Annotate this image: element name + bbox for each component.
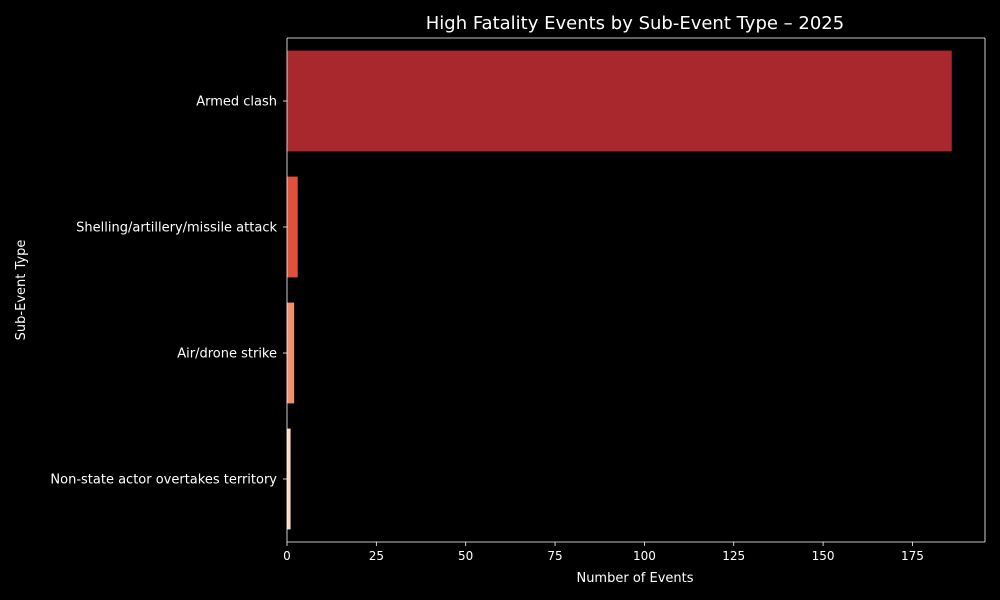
y-tick-label: Air/drone strike xyxy=(177,347,277,362)
axes-spines xyxy=(286,37,986,543)
bars-group xyxy=(287,50,952,530)
x-tick-label: 100 xyxy=(633,549,656,563)
x-tick-label: 50 xyxy=(458,549,473,563)
x-ticks-group: 0 25 50 75 100 125 150 175 xyxy=(283,542,924,563)
bar xyxy=(287,302,295,404)
bar xyxy=(287,176,298,278)
x-tick-label: 25 xyxy=(369,549,384,563)
x-tick-label: 75 xyxy=(547,549,562,563)
y-tick-label: Armed clash xyxy=(196,95,277,110)
x-tick-label: 0 xyxy=(283,549,291,563)
y-ticks-group: Armed clash Shelling/artillery/missile at… xyxy=(50,95,287,488)
x-tick-label: 175 xyxy=(901,549,924,563)
x-tick-label: 125 xyxy=(722,549,745,563)
x-tick-label: 150 xyxy=(812,549,835,563)
bar xyxy=(287,428,291,530)
y-tick-label: Shelling/artillery/missile attack xyxy=(76,221,277,236)
y-axis-label: Sub-Event Type xyxy=(14,240,29,341)
x-axis-label: Number of Events xyxy=(576,571,693,586)
bar xyxy=(287,50,952,152)
y-tick-label: Non-state actor overtakes territory xyxy=(50,473,277,488)
chart-title: High Fatality Events by Sub-Event Type –… xyxy=(426,13,844,34)
